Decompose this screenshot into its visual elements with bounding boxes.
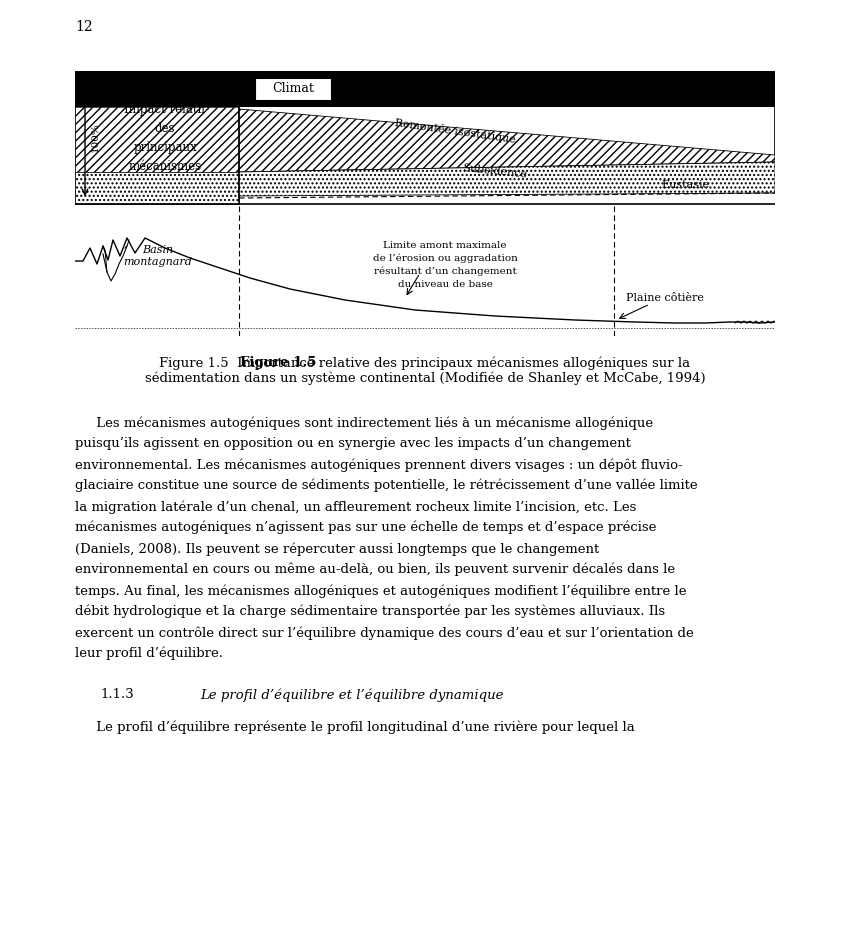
Text: environnemental en cours ou même au-delà, ou bien, ils peuvent survenir décalés : environnemental en cours ou même au-delà… [75,563,674,577]
Text: (Daniels, 2008). Ils peuvent se répercuter aussi longtemps que le changement: (Daniels, 2008). Ils peuvent se répercut… [75,542,598,556]
Text: 12: 12 [75,20,93,34]
Bar [75,107,239,172]
Text: Plaine côtière: Plaine côtière [625,293,703,303]
Text: Basin
montagnard: Basin montagnard [123,244,192,268]
Text: Climat: Climat [272,82,314,95]
Text: Eustasie: Eustasie [660,180,708,190]
Text: Impact relatif
des
principaux
mécanismes: Impact relatif des principaux mécanismes [124,103,205,172]
Text: temps. Au final, les mécanismes allogéniques et autogéniques modifient l’équilib: temps. Au final, les mécanismes allogéni… [75,584,685,597]
Bar [75,204,774,336]
Text: environnemental. Les mécanismes autogéniques prennent divers visages : un dépôt : environnemental. Les mécanismes autogéni… [75,458,682,471]
Polygon shape [239,109,774,172]
Text: puisqu’ils agissent en opposition ou en synergie avec les impacts d’un changemen: puisqu’ils agissent en opposition ou en … [75,437,630,450]
Text: Le profil d’équilibre représente le profil longitudinal d’une rivière pour leque: Le profil d’équilibre représente le prof… [75,720,634,733]
Bar [239,71,774,107]
Text: mécanismes autogéniques n’agissent pas sur une échelle de temps et d’espace préc: mécanismes autogéniques n’agissent pas s… [75,521,656,534]
Text: Figure 1.5: Figure 1.5 [240,356,316,369]
Text: glaciaire constitue une source de sédiments potentielle, le rétrécissement d’une: glaciaire constitue une source de sédime… [75,479,697,493]
Bar [75,71,239,107]
Text: la migration latérale d’un chenal, un affleurement rocheux limite l’incision, et: la migration latérale d’un chenal, un af… [75,500,636,514]
Text: exercent un contrôle direct sur l’équilibre dynamique des cours d’eau et sur l’o: exercent un contrôle direct sur l’équili… [75,626,693,640]
Text: leur profil d’équilibre.: leur profil d’équilibre. [75,647,223,660]
Text: débit hydrologique et la charge sédimentaire transportée par les systèmes alluvi: débit hydrologique et la charge sédiment… [75,605,664,619]
Text: Subsidence: Subsidence [462,163,528,180]
Text: Limite amont maximale
de l’érosion ou aggradation
résultant d’un changement
du n: Limite amont maximale de l’érosion ou ag… [372,241,517,289]
Polygon shape [239,162,774,196]
Bar [75,324,774,336]
Bar [75,172,239,204]
Text: Les mécanismes autogéniques sont indirectement liés à un mécanisme allogénique: Les mécanismes autogéniques sont indirec… [75,416,652,430]
Text: Remontée isostatique: Remontée isostatique [393,117,516,145]
Text: 100%: 100% [90,122,100,153]
Text: 1.1.3: 1.1.3 [100,688,133,701]
FancyBboxPatch shape [255,78,331,100]
Text: Figure 1.5  Importance relative des principaux mécanismes allogéniques sur la
sé: Figure 1.5 Importance relative des princ… [144,356,705,385]
Text: Le profil d’équilibre et l’équilibre dynamique: Le profil d’équilibre et l’équilibre dyn… [200,688,503,702]
Polygon shape [239,193,774,204]
